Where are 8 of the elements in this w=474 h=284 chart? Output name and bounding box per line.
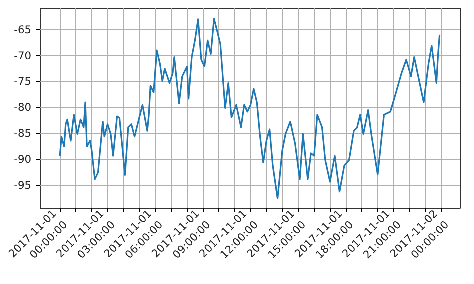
y-tick-label: -90 (14, 153, 32, 166)
y-tick-label: -75 (14, 75, 32, 88)
y-tick-label: -95 (14, 179, 32, 192)
y-tick-label: -80 (14, 101, 32, 114)
line-series (59, 18, 441, 200)
y-tick-label: -65 (14, 23, 32, 36)
y-tick-label: -85 (14, 127, 32, 140)
y-tick-label: -70 (14, 49, 32, 62)
